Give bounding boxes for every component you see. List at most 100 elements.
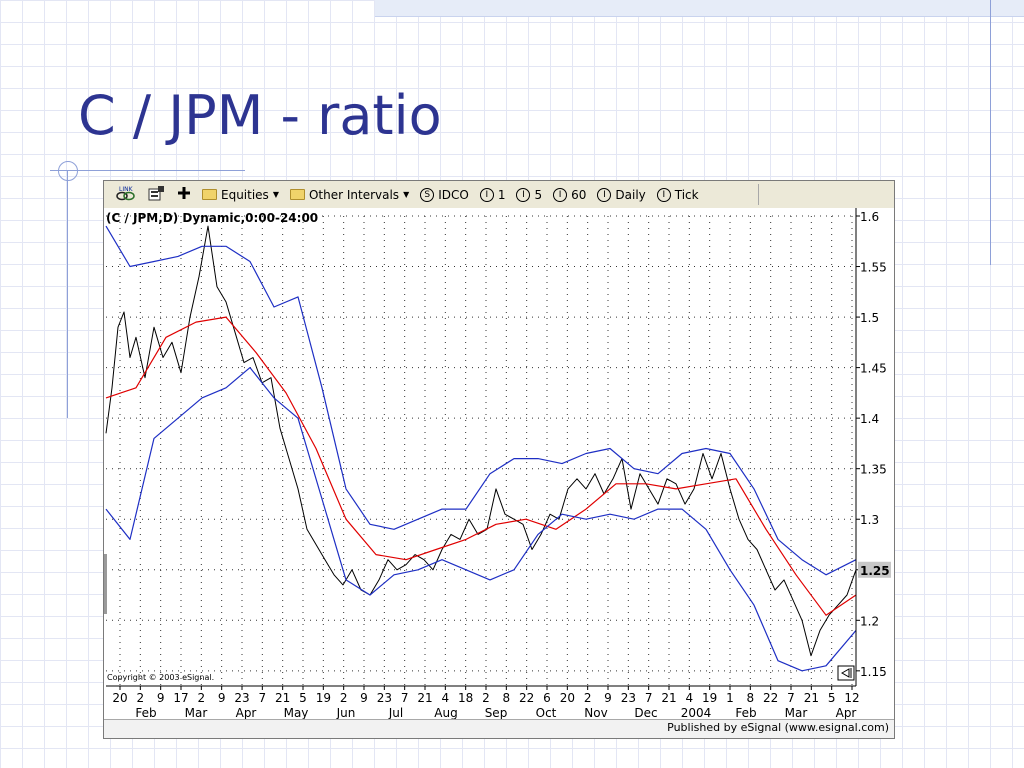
x-month-label: Feb: [735, 706, 756, 720]
y-tick-label: 1.15: [860, 665, 887, 679]
symbol-button[interactable]: S IDCO: [420, 187, 469, 202]
interval-label: 1: [497, 187, 506, 202]
x-month-label: Feb: [135, 706, 156, 720]
x-day-label: 4: [686, 691, 694, 705]
interval-5-button[interactable]: I 5: [516, 187, 543, 202]
price-line: [105, 225, 857, 657]
y-tick-label: 1.3: [860, 513, 879, 527]
copyright-text: Copyright © 2003 eSignal.: [107, 673, 214, 682]
svg-text:LINK: LINK: [119, 186, 134, 193]
chart-header: (C / JPM,D) Dynamic,0:00-24:00: [106, 211, 318, 225]
band-line: [105, 225, 857, 576]
y-tick-label: 1.45: [860, 362, 887, 376]
interval-tick-button[interactable]: I Tick: [656, 187, 699, 202]
link-icon: LINK: [115, 184, 137, 205]
interval-label: Tick: [674, 187, 699, 202]
x-day-label: 9: [360, 691, 368, 705]
circle-i-icon: I: [479, 187, 494, 202]
properties-button[interactable]: [148, 185, 166, 204]
x-month-label: Aug: [434, 706, 457, 720]
x-day-label: 7: [259, 691, 267, 705]
interval-60-button[interactable]: I 60: [553, 187, 587, 202]
y-tick-label: 1.4: [860, 412, 879, 426]
x-day-label: 23: [621, 691, 636, 705]
y-tick-label: 1.55: [860, 261, 887, 275]
x-day-label: 23: [377, 691, 392, 705]
x-day-label: 8: [747, 691, 755, 705]
x-day-label: 19: [702, 691, 717, 705]
x-day-label: 8: [503, 691, 511, 705]
interval-label: 5: [534, 187, 543, 202]
y-tick-label: 1.5: [860, 311, 879, 325]
x-day-label: 19: [316, 691, 331, 705]
x-day-label: 9: [218, 691, 226, 705]
x-day-label: 21: [661, 691, 676, 705]
dropdown-caret-icon: ▼: [272, 190, 279, 199]
circle-i-icon: I: [656, 187, 671, 202]
x-month-label: Jul: [388, 706, 403, 720]
decorative-line-horizontal: [50, 170, 245, 171]
chart-window: LINK: [103, 180, 895, 739]
x-day-label: 22: [763, 691, 778, 705]
x-day-label: 5: [828, 691, 836, 705]
link-button[interactable]: LINK: [115, 184, 137, 205]
interval-daily-button[interactable]: I Daily: [597, 187, 646, 202]
circle-i-icon: I: [553, 187, 568, 202]
interval-1-button[interactable]: I 1: [479, 187, 506, 202]
x-month-label: Dec: [634, 706, 657, 720]
x-day-label: 7: [401, 691, 409, 705]
x-day-label: 21: [804, 691, 819, 705]
other-intervals-label: Other Intervals: [308, 187, 400, 202]
x-day-label: 9: [604, 691, 612, 705]
interval-label: 60: [571, 187, 587, 202]
band-line: [105, 367, 857, 672]
x-day-label: 20: [560, 691, 575, 705]
x-month-label: Sep: [485, 706, 508, 720]
x-month-label: Apr: [236, 706, 257, 720]
x-month-label: Nov: [584, 706, 607, 720]
x-day-label: 17: [173, 691, 188, 705]
last-value-highlight: [858, 561, 891, 578]
dropdown-caret-icon: ▼: [403, 190, 410, 199]
x-day-label: 21: [275, 691, 290, 705]
x-month-label: Oct: [536, 706, 557, 720]
x-day-label: 21: [417, 691, 432, 705]
properties-icon: [148, 185, 166, 204]
publisher-text: Published by eSignal (www.esignal.com): [667, 721, 889, 734]
x-month-label: Jun: [336, 706, 356, 720]
x-month-label: Mar: [785, 706, 808, 720]
x-day-label: 7: [787, 691, 795, 705]
top-decorative-band: [375, 0, 1024, 17]
left-edge-marker: [104, 554, 107, 614]
x-day-label: 2: [198, 691, 206, 705]
slide-title: C / JPM - ratio: [78, 84, 442, 147]
add-button[interactable]: [177, 186, 191, 203]
circle-i-icon: I: [516, 187, 531, 202]
x-month-label: May: [284, 706, 309, 720]
x-day-label: 9: [157, 691, 165, 705]
circle-i-icon: I: [597, 187, 612, 202]
circle-s-icon: S: [420, 187, 435, 202]
toolbar-separator: [758, 184, 759, 205]
interval-label: Daily: [615, 187, 646, 202]
x-day-label: 5: [299, 691, 307, 705]
y-tick-label: 1.35: [860, 463, 887, 477]
equities-menu[interactable]: Equities ▼: [202, 188, 279, 202]
other-intervals-menu[interactable]: Other Intervals ▼: [289, 187, 410, 202]
x-day-label: 22: [519, 691, 534, 705]
folder-icon: [202, 189, 217, 200]
scroll-right-icon[interactable]: [837, 665, 855, 681]
equities-label: Equities: [221, 187, 269, 202]
plus-icon: [177, 186, 191, 203]
y-tick-label: 1.6: [860, 210, 879, 224]
moving-average-line: [105, 316, 857, 616]
folder-icon: [289, 189, 305, 200]
symbol-label: IDCO: [438, 187, 469, 202]
decorative-circle: [58, 161, 78, 181]
x-day-label: 1: [726, 691, 734, 705]
x-day-label: 7: [645, 691, 653, 705]
decorative-line-right: [990, 0, 991, 265]
decorative-line-left: [67, 170, 68, 418]
status-footer: Published by eSignal (www.esignal.com): [104, 719, 894, 738]
